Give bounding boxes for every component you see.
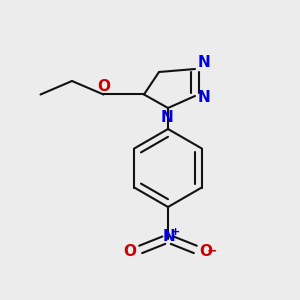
Text: N: N — [198, 90, 210, 105]
Text: −: − — [207, 244, 217, 258]
Text: O: O — [123, 244, 136, 259]
Text: +: + — [171, 227, 180, 237]
Text: O: O — [200, 244, 213, 259]
Text: N: N — [160, 110, 173, 124]
Text: O: O — [98, 79, 111, 94]
Text: N: N — [198, 55, 210, 70]
Text: N: N — [163, 229, 175, 244]
